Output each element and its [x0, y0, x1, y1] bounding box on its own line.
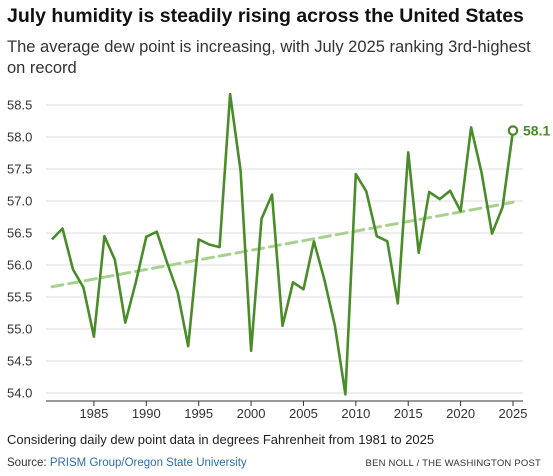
data-point [270, 192, 275, 197]
source-line: Source: PRISM Group/Oregon State Univers… [7, 457, 247, 469]
annotation-layer: 58.1 [507, 123, 550, 139]
data-point [91, 334, 96, 339]
data-point [322, 277, 327, 282]
data-point [479, 170, 484, 175]
chart-subtitle: The average dew point is increasing, wit… [7, 38, 531, 77]
x-tick-label: 2025 [499, 406, 528, 421]
data-point [469, 125, 474, 130]
line-layer [50, 92, 515, 397]
data-point [123, 320, 128, 325]
data-point [301, 287, 306, 292]
grid-layer [46, 104, 523, 394]
source-link[interactable]: PRISM Group/Oregon State University [49, 457, 247, 469]
data-point [50, 237, 55, 242]
data-point [154, 229, 159, 234]
data-point [102, 234, 107, 239]
y-tick-label: 55.0 [7, 322, 32, 337]
data-point [70, 267, 75, 272]
x-tick-label: 1985 [79, 406, 108, 421]
data-point [290, 280, 295, 285]
data-point [280, 323, 285, 328]
data-point [500, 205, 505, 210]
data-point [385, 239, 390, 244]
data-point [437, 197, 442, 202]
data-point [196, 237, 201, 242]
y-tick-label: 55.5 [7, 290, 32, 305]
data-point [133, 280, 138, 285]
data-point [406, 150, 411, 155]
data-point [112, 257, 117, 262]
data-point [217, 245, 222, 250]
methodology-note: Considering daily dew point data in degr… [7, 432, 435, 447]
latest-value-label: 58.1 [523, 123, 550, 139]
y-tick-label: 57.0 [7, 194, 32, 209]
data-point [165, 261, 170, 266]
data-point [374, 234, 379, 239]
data-point [353, 172, 358, 177]
trend-layer [50, 200, 515, 289]
y-tick-label: 56.0 [7, 258, 32, 273]
x-tick-label: 1990 [132, 406, 161, 421]
x-tick-label: 2015 [394, 406, 423, 421]
y-tick-label: 58.5 [7, 98, 32, 113]
data-point [259, 216, 264, 221]
y-tick-label: 57.5 [7, 162, 32, 177]
data-point [427, 190, 432, 195]
data-point [81, 285, 86, 290]
trend-line [50, 200, 515, 289]
dew-point-series-line [51, 92, 515, 396]
x-tick-label: 2020 [446, 406, 475, 421]
data-point [458, 209, 463, 214]
y-tick-label: 56.5 [7, 226, 32, 241]
dew-point-line-chart: 54.0 54.5 55.0 55.5 56.0 56.5 57.0 57.5 58.0 58.5… [7, 92, 550, 422]
data-point [416, 250, 421, 255]
data-point [311, 239, 316, 244]
data-point [490, 231, 495, 236]
data-point [175, 290, 180, 295]
data-point [343, 392, 348, 397]
data-point [364, 189, 369, 194]
data-point [238, 168, 243, 173]
axis-layer: 54.0 54.5 55.0 55.5 56.0 56.5 57.0 57.5 58.0 58.5… [7, 98, 527, 422]
x-tick-label: 2005 [289, 406, 318, 421]
y-tick-label: 58.0 [7, 130, 32, 145]
data-point [207, 242, 212, 247]
data-point [186, 344, 191, 349]
x-tick-label: 1995 [184, 406, 213, 421]
data-point [228, 92, 233, 97]
data-point [60, 226, 65, 231]
data-point [332, 323, 337, 328]
chart-title: July humidity is steadily rising across … [7, 5, 524, 27]
y-tick-label: 54.5 [7, 354, 32, 369]
x-tick-label: 2000 [237, 406, 266, 421]
byline-credit: BEN NOLL / THE WASHINGTON POST [365, 458, 541, 469]
y-tick-label: 54.0 [7, 386, 32, 401]
latest-value-marker [507, 125, 519, 136]
data-point [144, 234, 149, 239]
data-point [395, 301, 400, 306]
x-tick-label: 2010 [341, 406, 370, 421]
data-point [249, 348, 254, 353]
source-prefix: Source: [7, 457, 50, 469]
data-point [448, 188, 453, 193]
